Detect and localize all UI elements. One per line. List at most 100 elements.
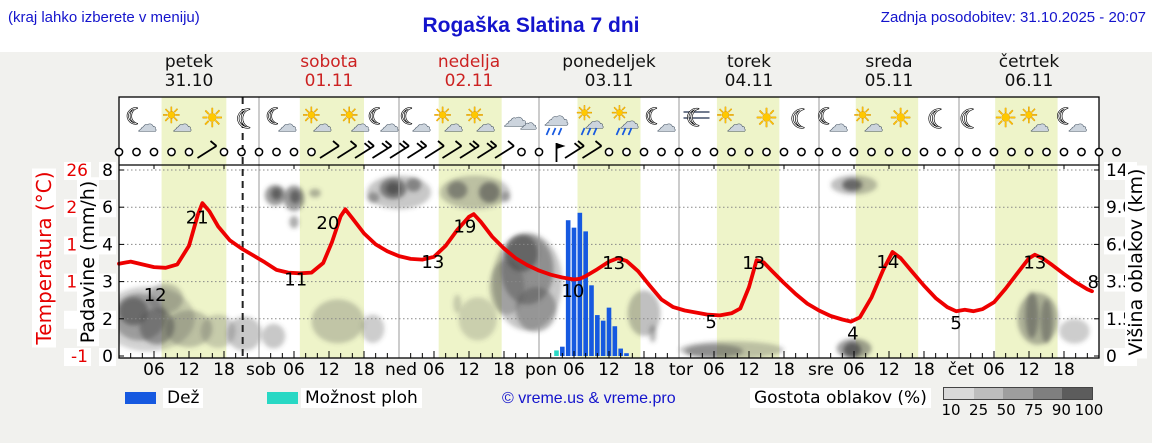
- temperature-value-label: 5: [705, 312, 716, 333]
- wind-symbol-calm: [709, 147, 719, 157]
- cloud-blob: [478, 181, 500, 203]
- wind-symbol-calm: [167, 147, 176, 157]
- svg-text:☀: ☀: [889, 104, 912, 134]
- wind-symbol-flag: [555, 143, 566, 162]
- svg-text:☾: ☾: [686, 104, 708, 132]
- axis-tick-label: 0: [1106, 347, 1117, 367]
- axis-tick-label: 9.0: [1106, 198, 1133, 218]
- cloud-blob: [226, 316, 262, 351]
- x-day-label: sre: [808, 360, 834, 380]
- svg-text:☀: ☀: [339, 104, 359, 129]
- svg-text:☁: ☁: [444, 114, 463, 136]
- wind-symbol-calm: [517, 147, 526, 157]
- svg-text:☁: ☁: [504, 104, 528, 132]
- cloud-layer: [119, 175, 1090, 358]
- axis-tick-label: 10: [66, 273, 88, 293]
- rain-bar: [565, 220, 571, 356]
- tick-label-box: [64, 348, 91, 366]
- wind-symbol-barb1: [582, 140, 603, 159]
- wind-symbol-calm: [307, 147, 316, 157]
- x-day-label: sob: [246, 360, 276, 380]
- svg-text:☾: ☾: [959, 105, 982, 135]
- x-hour-label: 06: [143, 360, 165, 380]
- weather-icon-cloud-rain: ☁: [544, 102, 570, 136]
- x-hour-label: 12: [878, 360, 900, 380]
- svg-text:☁: ☁: [520, 114, 537, 134]
- tick-label-box: [99, 236, 116, 255]
- svg-text:☁: ☁: [1030, 114, 1049, 136]
- wind-symbol-calm: [849, 147, 859, 157]
- tick-label-box: [99, 199, 116, 218]
- axis-tick-label: 4: [77, 310, 88, 330]
- cloud-blob: [1025, 291, 1039, 339]
- x-day-label: ned: [385, 360, 417, 380]
- weather-icon-moon: ☾: [926, 104, 951, 135]
- svg-text:☀: ☀: [994, 104, 1017, 134]
- weather-icon-sun-cloud: ☀☁: [161, 104, 192, 137]
- x-hour-label: 18: [493, 360, 515, 380]
- wind-symbol-calm: [237, 147, 246, 157]
- wind-symbol-barb2: [407, 140, 428, 159]
- wind-symbol-calm: [534, 147, 544, 157]
- x-hour-label: 12: [598, 360, 620, 380]
- x-hour-label: 18: [773, 360, 795, 380]
- axis-tick-label: 21: [66, 198, 88, 218]
- wind-symbol-barb1: [319, 140, 340, 159]
- rain-bar: [618, 348, 623, 356]
- weather-icon-moon: ☾: [958, 104, 983, 135]
- page-title: Rogaška Slatina 7 dni: [422, 14, 640, 37]
- cloud-blob: [649, 325, 657, 343]
- wind-symbol-barb1: [197, 140, 218, 159]
- weather-icon-sun-cloud: ☀☁: [339, 104, 370, 137]
- wind-symbol-calm: [132, 147, 141, 157]
- wind-symbol-calm: [219, 147, 229, 157]
- wind-symbol-calm: [902, 147, 911, 157]
- wind-symbol-calm: [184, 147, 194, 157]
- axis-tick-label: 6: [102, 198, 113, 218]
- cloud-blob: [843, 342, 861, 358]
- temperature-value-label: 20: [316, 213, 339, 234]
- temperature-value-label: 19: [453, 217, 476, 238]
- svg-text:☁: ☁: [657, 114, 676, 136]
- rain-bar: [589, 285, 594, 356]
- cloud-blob: [200, 314, 236, 348]
- axis-tick-label: 4: [102, 235, 113, 255]
- x-hour-label: 06: [843, 360, 865, 380]
- wind-symbol-calm: [919, 147, 929, 157]
- temperature-value-label: 21: [186, 208, 209, 229]
- cloud-blob: [458, 297, 497, 341]
- wind-symbol-barb2: [372, 140, 393, 159]
- wind-symbol-calm: [762, 147, 771, 157]
- x-hour-label: 06: [283, 360, 305, 380]
- wind-symbol-barb2: [459, 140, 480, 159]
- weather-icon-clouds: ☁☁: [503, 104, 538, 135]
- wind-symbol-calm: [1077, 147, 1086, 157]
- weather-icon-sun-cloud: ☀☁: [1019, 104, 1050, 137]
- wind-symbol-calm: [272, 147, 281, 157]
- weather-icon-sun-cloud: ☀☁: [852, 104, 883, 137]
- wind-symbol-calm: [657, 147, 666, 157]
- x-hour-label: 18: [1053, 360, 1075, 380]
- x-hour-label: 12: [318, 360, 340, 380]
- wind-symbol-barb2: [477, 140, 498, 159]
- svg-text:☾: ☾: [1056, 105, 1076, 130]
- cloud-blob: [406, 178, 422, 192]
- wind-symbol-calm: [149, 147, 159, 157]
- svg-text:☁: ☁: [585, 111, 604, 133]
- wind-symbol-barb2: [564, 140, 585, 159]
- temperature-value-label: 13: [742, 253, 765, 274]
- x-hour-label: 18: [913, 360, 935, 380]
- wind-symbol-calm: [744, 147, 754, 157]
- weather-icon-moon: ☾: [235, 104, 260, 135]
- cloud-blob: [289, 190, 301, 204]
- location-hint: (kraj lahko izberete v meniju): [8, 9, 200, 26]
- svg-text:☀: ☀: [755, 104, 778, 134]
- rain-bar: [560, 346, 565, 356]
- wind-symbol-calm: [692, 147, 701, 157]
- wind-symbol-calm: [867, 147, 876, 157]
- tick-label-box: [99, 162, 116, 180]
- wind-symbol-calm: [937, 147, 946, 157]
- svg-text:☁: ☁: [138, 114, 157, 136]
- weather-icon-sun: ☀: [994, 104, 1018, 135]
